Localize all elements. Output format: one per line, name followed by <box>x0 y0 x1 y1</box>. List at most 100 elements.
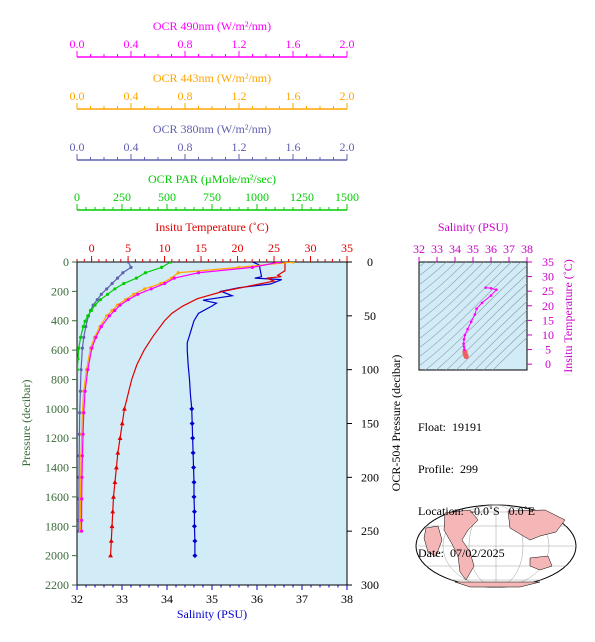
map-land-australia <box>529 555 553 571</box>
ts-point <box>462 345 466 348</box>
ts-point <box>462 342 465 346</box>
ocr380-point <box>77 432 82 436</box>
main-series-group <box>77 262 295 559</box>
salinity-point <box>192 538 198 544</box>
pressure-axis: 0 200 400 600 800 1000 1200 1400 1600 1800 2000 220… <box>45 255 77 592</box>
temperature-point <box>117 435 123 440</box>
par-point <box>106 292 110 296</box>
ocr443-point <box>110 308 114 313</box>
ocr490-point <box>118 303 122 307</box>
pressure-tick-label: 1600 <box>45 490 69 504</box>
pressure-tick-label: 1800 <box>45 519 69 533</box>
density-isoline <box>474 319 527 370</box>
map-land <box>423 509 566 588</box>
ts-temperature-label: Insitu Temperature (˚C) <box>561 259 575 373</box>
ts-salinity-tick-label: 33 <box>431 242 443 256</box>
par-tick-label: 1000 <box>245 190 269 204</box>
map-land-americas <box>443 509 479 581</box>
density-isoline <box>419 262 476 313</box>
ocr-pressure-tick-label: 0 <box>367 255 373 269</box>
top-axes-group: 0.0 0.4 0.8 1.2 1.6 2.0 OCR 490nm (W/m²/nm) 0.0… <box>70 19 359 262</box>
float-info: Float: 19191 Profile: 299 Location: -0.0… <box>418 392 535 574</box>
ocr490-point <box>172 276 176 280</box>
temperature-point <box>110 508 116 514</box>
temperature-tick-label: 35 <box>341 241 353 255</box>
ocr443-point <box>105 314 109 318</box>
ts-series-group <box>462 286 498 360</box>
map-land-eurasia <box>507 509 566 541</box>
salinity-point <box>189 421 195 426</box>
ocr380-tick-label: 1.2 <box>232 140 247 154</box>
ts-temperature-tick-label: 10 <box>542 328 554 342</box>
salinity-tick-label: 37 <box>296 592 308 606</box>
par-point <box>143 271 147 275</box>
par-point <box>89 308 93 313</box>
temperature-point <box>119 420 125 426</box>
ocr380-point <box>105 287 109 291</box>
ocr490-point <box>81 432 85 436</box>
pressure-tick-label: 1400 <box>45 461 69 475</box>
density-isoline <box>419 262 494 331</box>
salinity-point <box>191 465 197 471</box>
par-point <box>83 319 87 323</box>
ocr380-tick-label: 0.8 <box>178 140 193 154</box>
ocr490-tick-label: 0.4 <box>124 37 139 51</box>
salinity-axis-label: Salinity (PSU) <box>177 607 247 621</box>
ocr490-point <box>80 497 84 501</box>
ocr490-point <box>196 271 201 275</box>
ocr-pressure-tick-label: 250 <box>361 524 379 538</box>
ocr380-tick-label: 2.0 <box>340 140 355 154</box>
pressure-tick-label: 600 <box>51 343 69 357</box>
pressure-tick-label: 200 <box>51 284 69 298</box>
density-isoline <box>465 310 527 370</box>
profile-number: Profile: 299 <box>418 462 478 476</box>
salinity-tick-label: 32 <box>71 592 83 606</box>
salinity-point <box>191 509 197 515</box>
world-map <box>415 504 577 588</box>
ocr380-point <box>78 389 82 393</box>
pressure-tick-label: 2200 <box>45 578 69 592</box>
par-tick-label: 750 <box>203 190 221 204</box>
main-profile-plot: 0.0 0.4 0.8 1.2 1.6 2.0 OCR 490nm (W/m²/nm) 0.0… <box>19 19 403 621</box>
ocr443-tick-label: 1.2 <box>232 89 247 103</box>
par-point <box>160 265 164 269</box>
par-tick-label: 250 <box>113 190 131 204</box>
temperature-tick-label: 25 <box>268 241 280 255</box>
pressure-tick-label: 1200 <box>45 431 69 445</box>
salinity-point <box>190 450 196 456</box>
pressure-axis-label: Pressure (decibar) <box>19 380 33 467</box>
ocr380-point <box>95 298 99 302</box>
density-isoline <box>424 274 527 370</box>
ocr490-point <box>80 475 84 479</box>
map-land-antarctica <box>454 581 541 588</box>
ocr490-point <box>107 314 111 318</box>
temperature-point <box>108 538 114 543</box>
salinity-point <box>189 406 195 412</box>
density-isoline <box>419 262 503 340</box>
temperature-point <box>111 494 116 499</box>
ocr380-point <box>115 276 120 280</box>
ts-point <box>462 338 466 341</box>
par-axis-label: OCR PAR (µMole/m²/sec) <box>148 172 276 186</box>
salinity-tick-label: 33 <box>116 592 128 606</box>
temperature-point <box>109 523 115 529</box>
temperature-tick-label: 0 <box>89 241 95 255</box>
ocr-pressure-axis: 0 50 100 150 200 250 300 <box>347 255 379 592</box>
ocr490-point <box>94 335 98 339</box>
ocr490-point <box>83 389 87 393</box>
par-point <box>122 281 126 286</box>
ocr380-tick-label: 1.6 <box>286 140 301 154</box>
ocr443-point <box>115 303 120 307</box>
float-id: Float: 19191 <box>418 420 483 434</box>
ts-point <box>473 313 477 316</box>
temperature-point <box>112 479 118 485</box>
ts-point <box>484 286 487 289</box>
location: Location: -0.0˚S 0.0˚E <box>418 504 535 518</box>
par-point <box>169 262 173 264</box>
density-isoline <box>419 265 527 367</box>
density-isoline <box>419 140 547 258</box>
ocr490-point <box>80 454 84 458</box>
ts-temperature-tick-label: 20 <box>542 299 554 313</box>
